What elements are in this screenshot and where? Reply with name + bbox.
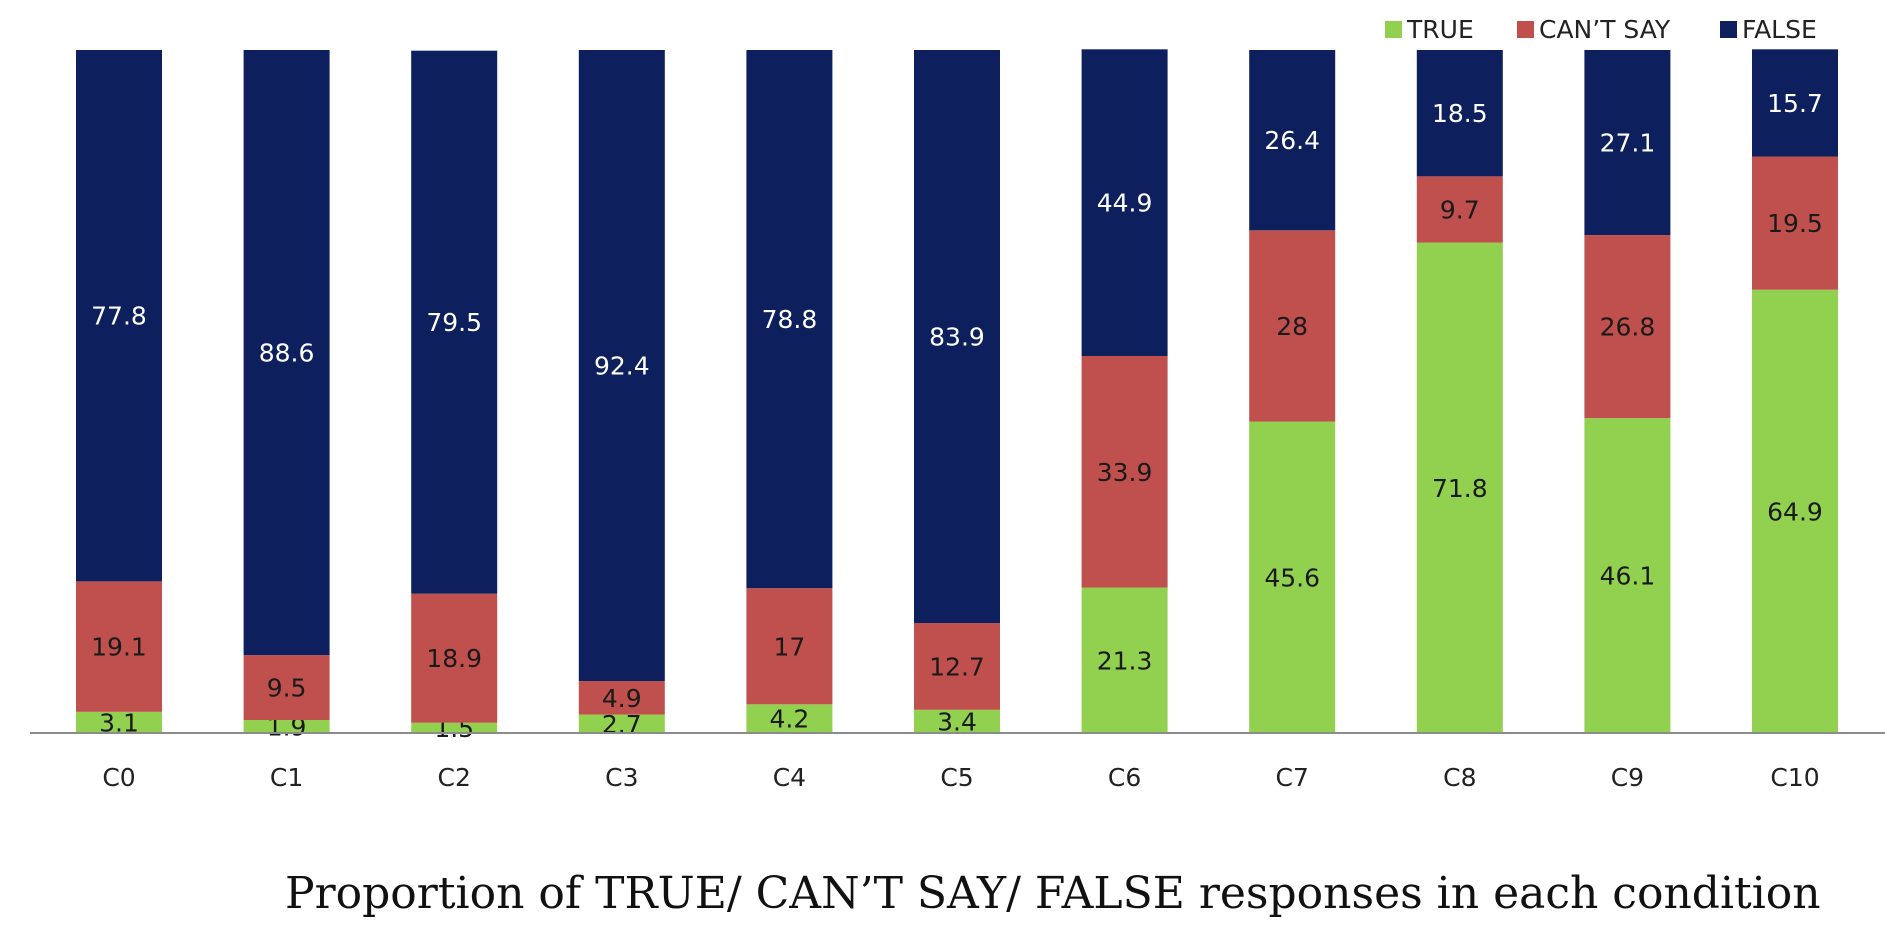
bar-c9-true — [1584, 418, 1671, 733]
data-label-c9-true: 46.1 — [1600, 562, 1656, 591]
legend-label-true: TRUE — [1406, 15, 1474, 44]
data-label-c3-false: 92.4 — [594, 352, 650, 381]
data-label-c7-true: 45.6 — [1264, 563, 1320, 592]
bar-c3-true — [578, 714, 665, 733]
bar-c8-false — [1416, 50, 1503, 177]
data-label-c3-can-t-say: 4.9 — [602, 684, 642, 713]
bar-c5-false — [914, 50, 1000, 624]
legend-swatch-true — [1385, 21, 1402, 38]
data-label-c8-false: 18.5 — [1432, 99, 1488, 128]
data-label-c4-false: 78.8 — [762, 305, 818, 334]
x-tick-label-c6: C6 — [1108, 763, 1141, 792]
chart-legend: TRUE CAN’T SAY FALSE — [1385, 15, 1817, 44]
data-label-c7-can-t-say: 28 — [1276, 312, 1308, 341]
bar-c0-false — [76, 50, 162, 582]
data-label-c7-false: 26.4 — [1264, 126, 1320, 155]
bar-c1-can-t-say — [243, 655, 330, 721]
bars-group: 3.119.177.81.99.588.61.518.979.52.74.992… — [76, 49, 1838, 743]
data-label-c1-can-t-say: 9.5 — [267, 674, 307, 703]
data-label-c6-can-t-say: 33.9 — [1097, 458, 1153, 487]
legend-swatch-false — [1720, 21, 1737, 38]
bar-c6-false — [1081, 49, 1168, 356]
bar-c10-can-t-say — [1752, 156, 1838, 290]
bar-c10-false — [1752, 49, 1838, 157]
bar-c0-can-t-say — [76, 581, 162, 712]
bar-c4-false — [746, 50, 833, 589]
legend-label-false: FALSE — [1742, 15, 1817, 44]
bar-c9-false — [1584, 50, 1671, 236]
bar-c7-false — [1249, 50, 1336, 231]
bar-c7-can-t-say — [1249, 230, 1336, 422]
data-label-c6-true: 21.3 — [1097, 646, 1153, 675]
x-tick-label-c7: C7 — [1276, 763, 1309, 792]
stacked-bar-chart: TRUE CAN’T SAY FALSE 3.119.177.81.99.588.6… — [30, 15, 1885, 792]
bar-c3-can-t-say — [578, 681, 665, 715]
bar-c3-false — [578, 50, 665, 682]
x-tick-label-c10: C10 — [1770, 763, 1819, 792]
bar-c9-can-t-say — [1584, 235, 1671, 419]
x-tick-label-c9: C9 — [1611, 763, 1644, 792]
bar-c0-true — [76, 711, 162, 733]
x-axis-ticks: C0 C1 C2 C3 C4 C5 C6 C7 C8 C9 C10 — [102, 763, 1819, 792]
data-label-c4-can-t-say: 17 — [773, 632, 805, 661]
data-label-c10-false: 15.7 — [1767, 89, 1823, 118]
bar-c4-true — [746, 704, 833, 733]
x-tick-label-c5: C5 — [940, 763, 973, 792]
data-label-c10-can-t-say: 19.5 — [1767, 209, 1823, 238]
bar-c7-true — [1249, 421, 1336, 733]
data-label-c8-true: 71.8 — [1432, 474, 1488, 503]
data-label-c0-can-t-say: 19.1 — [91, 633, 147, 662]
data-label-c5-can-t-say: 12.7 — [929, 652, 985, 681]
bar-c2-can-t-say — [411, 593, 498, 723]
bar-c1-true — [243, 720, 330, 733]
x-tick-label-c3: C3 — [605, 763, 638, 792]
data-label-c10-true: 64.9 — [1767, 497, 1823, 526]
bar-c5-can-t-say — [914, 623, 1000, 710]
data-label-c5-true: 3.4 — [937, 707, 977, 736]
bar-c6-can-t-say — [1081, 355, 1168, 588]
bar-c4-can-t-say — [746, 588, 833, 705]
data-label-c1-false: 88.6 — [259, 339, 315, 368]
data-label-c8-can-t-say: 9.7 — [1440, 195, 1480, 224]
legend-swatch-can-t-say — [1517, 21, 1534, 38]
data-label-c0-false: 77.8 — [91, 302, 147, 331]
bar-c8-true — [1416, 242, 1503, 733]
bar-c10-true — [1752, 289, 1838, 733]
data-label-c9-can-t-say: 26.8 — [1600, 313, 1656, 342]
x-tick-label-c0: C0 — [102, 763, 135, 792]
data-label-c4-true: 4.2 — [770, 705, 810, 734]
chart-caption: Proportion of TRUE/ CAN’T SAY/ FALSE res… — [285, 868, 1821, 919]
bar-c1-false — [243, 50, 330, 656]
x-tick-label-c8: C8 — [1443, 763, 1476, 792]
bar-c2-false — [411, 50, 498, 594]
bar-c5-true — [914, 709, 1000, 733]
bar-c6-true — [1081, 587, 1168, 733]
legend-label-can-t-say: CAN’T SAY — [1539, 15, 1671, 44]
x-tick-label-c2: C2 — [438, 763, 471, 792]
data-label-c5-false: 83.9 — [929, 323, 985, 352]
bar-c2-true — [411, 722, 498, 733]
bar-c8-can-t-say — [1416, 176, 1503, 243]
data-label-c2-false: 79.5 — [426, 308, 482, 337]
data-label-c2-can-t-say: 18.9 — [426, 644, 482, 673]
x-tick-label-c4: C4 — [773, 763, 806, 792]
data-label-c9-false: 27.1 — [1600, 129, 1656, 158]
x-tick-label-c1: C1 — [270, 763, 303, 792]
data-label-c6-false: 44.9 — [1097, 189, 1153, 218]
